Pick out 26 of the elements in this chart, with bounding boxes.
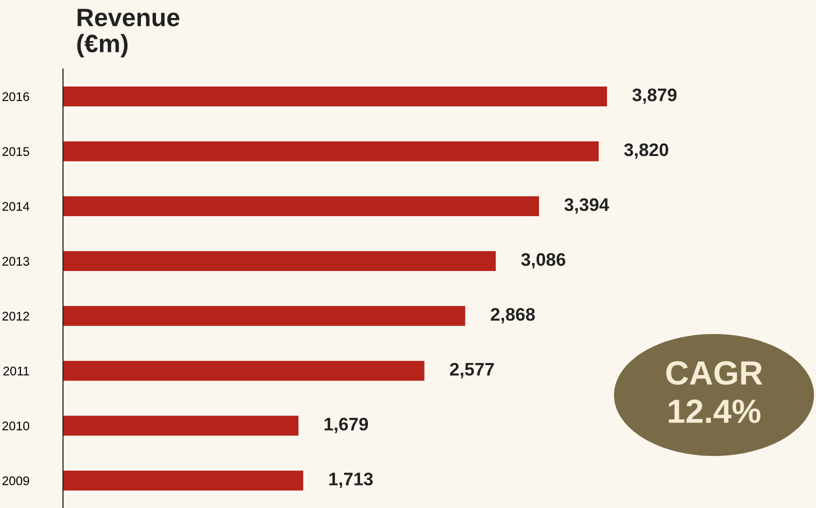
chart-title: Revenue (€m) bbox=[77, 8, 180, 58]
text: CAGR 12.4% bbox=[666, 361, 762, 424]
y-tick-label: 2011 bbox=[3, 366, 30, 376]
bar bbox=[63, 251, 496, 271]
data-label: 2,577 bbox=[450, 362, 494, 378]
bar bbox=[63, 86, 607, 106]
data-label: 3,086 bbox=[521, 253, 566, 269]
y-tick-label: 2016 bbox=[2, 92, 30, 102]
data-label: 3,820 bbox=[624, 143, 668, 159]
bar bbox=[63, 196, 539, 216]
y-tick-label: 2015 bbox=[2, 147, 30, 156]
y-tick-label: 2013 bbox=[2, 256, 30, 266]
y-tick-label: 2014 bbox=[2, 202, 30, 211]
data-label: 3,879 bbox=[632, 88, 677, 104]
data-label: 1,679 bbox=[324, 418, 368, 434]
y-tick-label: 2009 bbox=[2, 476, 30, 486]
bar bbox=[63, 141, 599, 162]
data-label: 3,394 bbox=[564, 198, 610, 214]
y-tick-label: 2010 bbox=[2, 421, 30, 430]
y-tick-label: 2012 bbox=[2, 312, 30, 321]
bar bbox=[63, 306, 466, 326]
data-label: 1,713 bbox=[329, 472, 373, 488]
bar bbox=[63, 360, 424, 381]
bar bbox=[63, 470, 304, 490]
data-label: 2,868 bbox=[490, 308, 535, 324]
bar bbox=[63, 416, 298, 436]
